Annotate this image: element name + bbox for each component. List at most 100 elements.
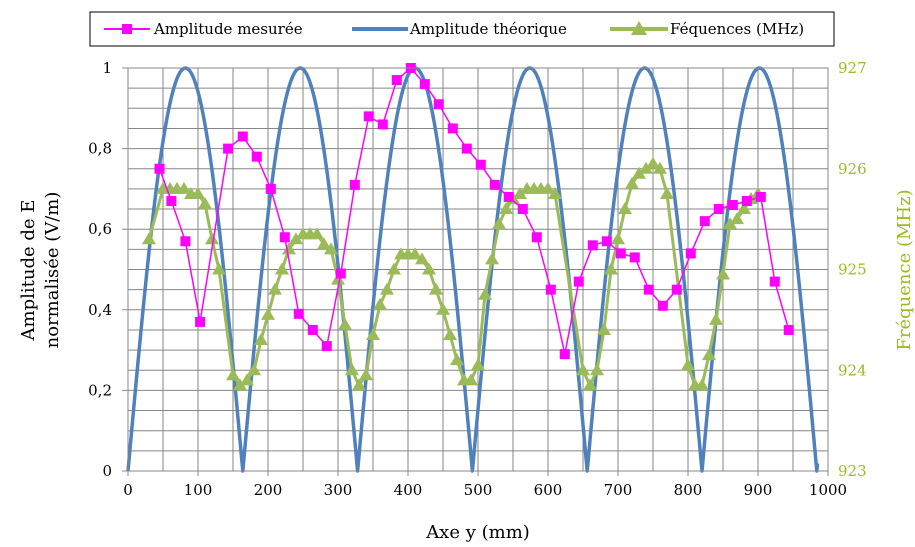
x-tick-label: 400	[394, 481, 423, 499]
measured-point	[251, 151, 262, 162]
measured-point	[559, 349, 570, 360]
frequency-point	[681, 358, 695, 371]
frequency-point	[359, 368, 373, 381]
measured-point	[475, 159, 486, 170]
frequency-point	[730, 212, 744, 225]
y-right-tick-label: 925	[838, 261, 867, 279]
y-right-tick-label: 927	[838, 59, 867, 77]
measured-point	[166, 195, 177, 206]
frequency-point	[205, 232, 219, 245]
measured-point	[335, 268, 346, 279]
y-left-tick-label: 0	[102, 462, 112, 480]
frequency-point	[268, 282, 282, 295]
measured-point	[447, 123, 458, 134]
x-tick-label: 100	[184, 481, 213, 499]
measured-point	[783, 324, 794, 335]
measured-point	[601, 236, 612, 247]
frequency-point	[492, 217, 506, 230]
y-right-tick-label: 924	[838, 361, 867, 379]
frequency-point	[198, 197, 212, 210]
measured-point	[573, 276, 584, 287]
frequency-point	[352, 378, 366, 391]
frequency-point	[604, 262, 618, 275]
frequency-point	[324, 242, 338, 255]
measured-point	[223, 143, 234, 154]
frequency-point	[499, 202, 513, 215]
measured-point	[545, 284, 556, 295]
y-right-tick-label: 923	[838, 462, 867, 480]
measured-point	[769, 276, 780, 287]
measured-point	[419, 79, 430, 90]
measured-point	[321, 341, 332, 352]
frequency-point	[590, 363, 604, 376]
measured-point	[531, 232, 542, 243]
measured-point	[279, 232, 290, 243]
frequency-point	[387, 262, 401, 275]
frequency-point	[450, 353, 464, 366]
frequency-point	[709, 312, 723, 325]
frequency-point	[247, 363, 261, 376]
frequency-point	[177, 181, 191, 194]
measured-point	[741, 195, 752, 206]
measured-point	[433, 99, 444, 110]
legend-item-measured: Amplitude mesurée	[104, 20, 303, 38]
frequency-point	[422, 262, 436, 275]
measured-point	[587, 240, 598, 251]
y-left-tick-label: 0,4	[88, 301, 112, 319]
measured-point	[517, 204, 528, 215]
frequency-point	[464, 373, 478, 386]
y-left-tick-label: 1	[102, 59, 112, 77]
measured-point	[349, 179, 360, 190]
measured-point	[293, 308, 304, 319]
frequency-point	[338, 317, 352, 330]
legend: Amplitude mesurée Amplitude théorique Fé…	[89, 11, 835, 47]
frequency-point	[646, 156, 660, 169]
y-right-tick-label: 926	[838, 160, 867, 178]
frequency-point	[611, 232, 625, 245]
measured-point	[391, 75, 402, 86]
frequency-point	[226, 368, 240, 381]
frequency-point	[233, 378, 247, 391]
measured-point	[180, 236, 191, 247]
frequency-point	[639, 161, 653, 174]
frequency-point	[366, 327, 380, 340]
measured-point	[363, 111, 374, 122]
frequency-point	[240, 373, 254, 386]
svg-text:Amplitude théorique: Amplitude théorique	[409, 20, 567, 38]
measured-point	[657, 300, 668, 311]
measured-point	[755, 191, 766, 202]
bottom-axis-ticks: 0 100 200 300 400 500 600 700 800 900 1000	[123, 471, 847, 499]
frequency-point	[702, 348, 716, 361]
measured-point	[377, 119, 388, 130]
x-tick-label: 1000	[809, 481, 847, 499]
measured-point	[713, 204, 724, 215]
frequency-point	[331, 272, 345, 285]
frequency-point	[471, 358, 485, 371]
svg-text:Amplitude mesurée: Amplitude mesurée	[153, 20, 303, 38]
frequency-point	[485, 252, 499, 265]
measured-point	[265, 183, 276, 194]
frequency-point	[191, 186, 205, 199]
measured-point	[195, 316, 206, 327]
y-axis-title-right: Fréquence (MHz)	[894, 189, 915, 350]
measured-point	[615, 248, 626, 259]
measured-point	[629, 252, 640, 263]
frequency-point	[632, 166, 646, 179]
frequency-point	[597, 322, 611, 335]
frequency-point	[317, 237, 331, 250]
y-axis-title-left-line2: normalisée (V/m)	[42, 192, 63, 349]
series-theoretical-line	[126, 66, 820, 473]
measured-point	[685, 248, 696, 259]
frequency-point	[443, 327, 457, 340]
frequency-point	[723, 217, 737, 230]
measured-point	[307, 324, 318, 335]
frequency-point	[373, 297, 387, 310]
frequency-point	[576, 363, 590, 376]
y-left-tick-label: 0,6	[88, 220, 112, 238]
frequency-point	[660, 186, 674, 199]
x-axis-title: Axe y (mm)	[425, 522, 530, 543]
svg-text:Féquences (MHz): Féquences (MHz)	[670, 20, 804, 38]
frequency-point	[310, 227, 324, 240]
